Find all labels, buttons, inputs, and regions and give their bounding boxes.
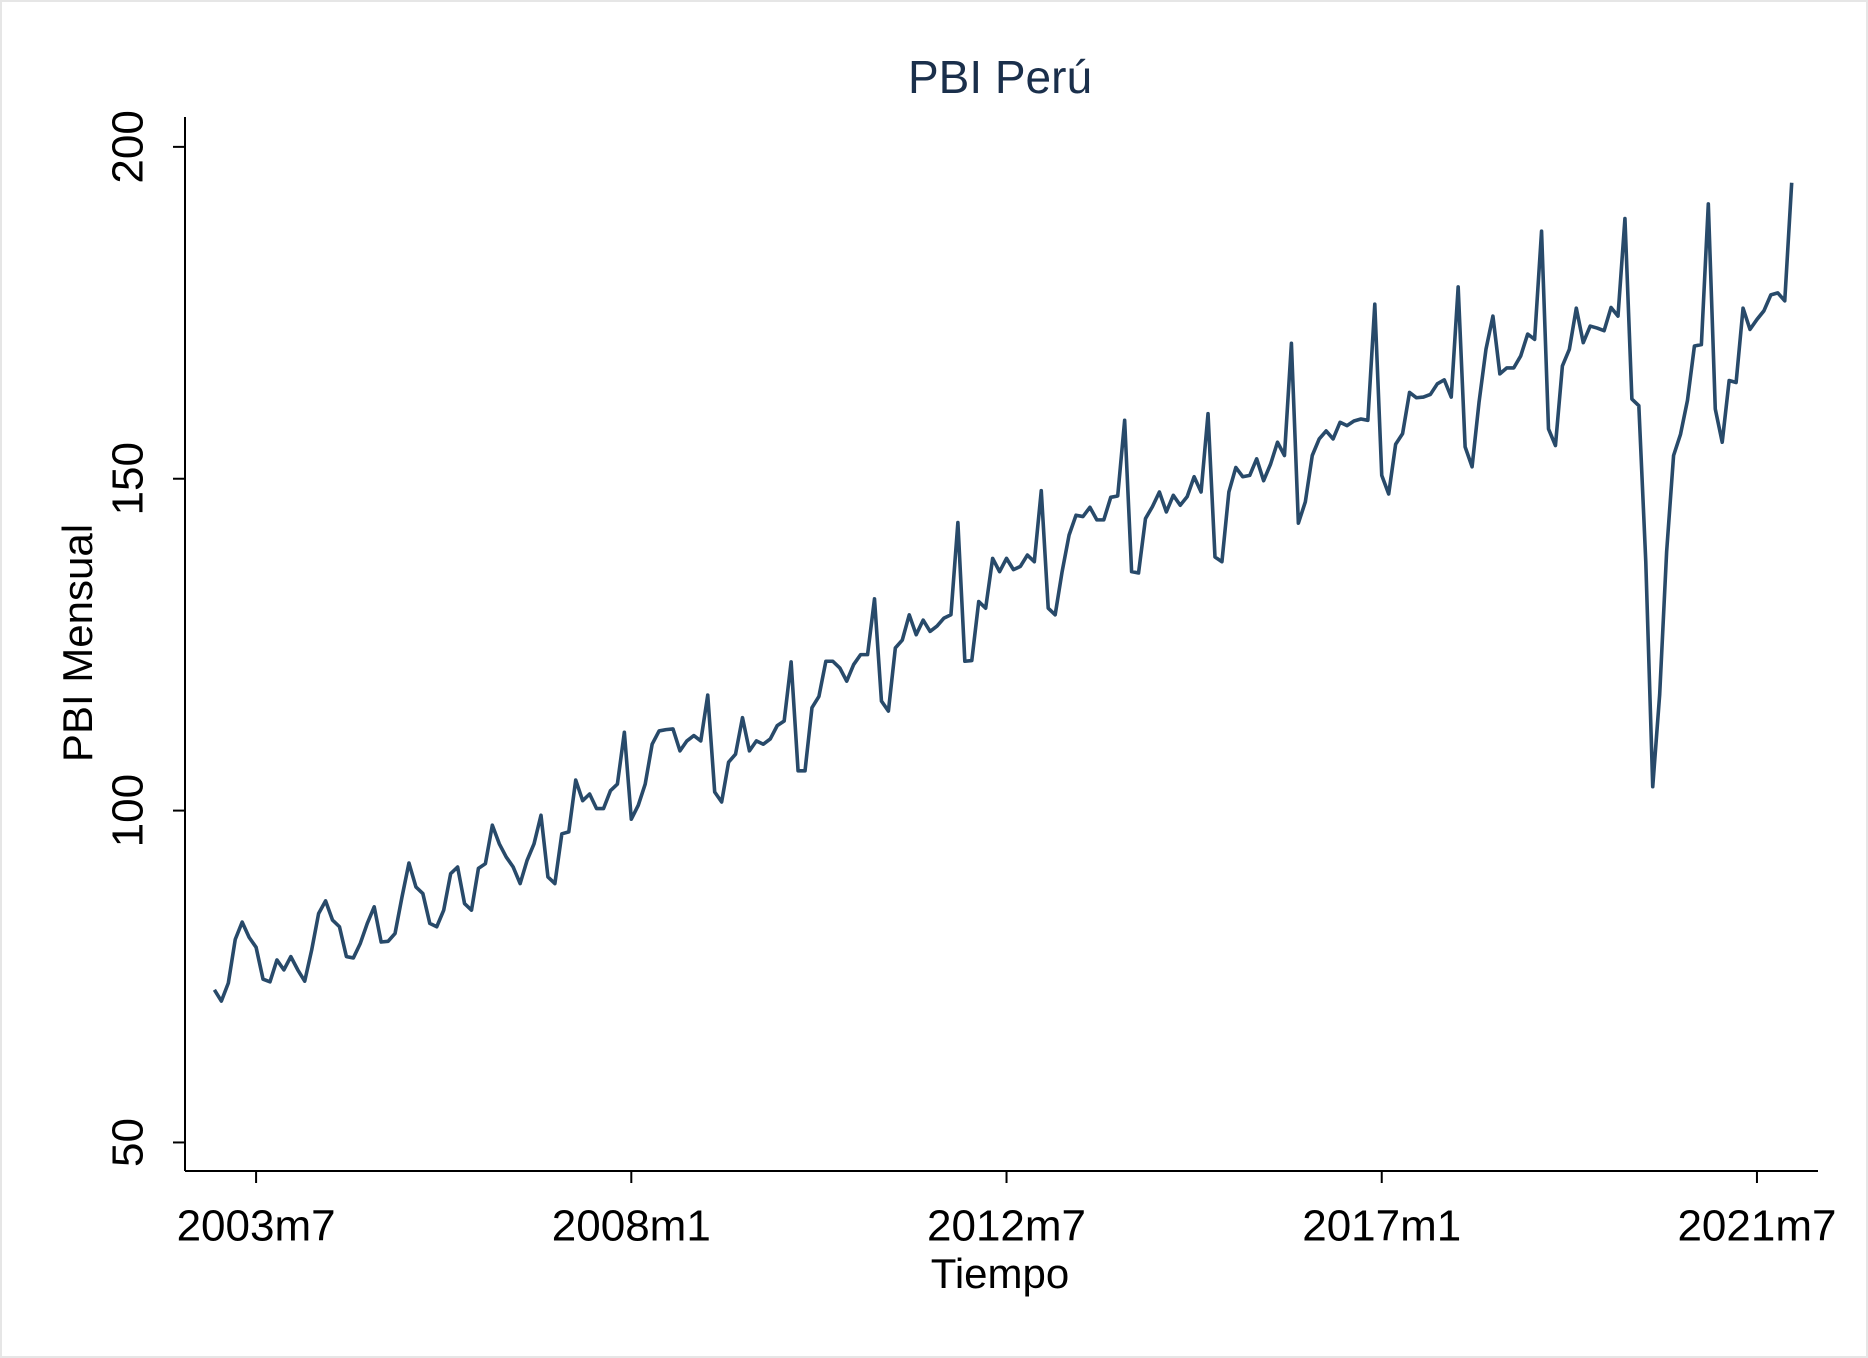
y-axis-label: PBI Mensual	[54, 524, 101, 762]
y-tick-label: 150	[104, 442, 153, 515]
y-tick-label: 200	[104, 110, 153, 183]
x-tick-label: 2003m7	[177, 1202, 336, 1251]
x-tick-label: 2021m7	[1677, 1202, 1836, 1251]
x-tick-label: 2017m1	[1302, 1202, 1461, 1251]
x-tick-label: 2012m7	[927, 1202, 1086, 1251]
y-tick-label: 50	[104, 1118, 153, 1167]
x-tick-label: 2008m1	[552, 1202, 711, 1251]
x-axis-label: Tiempo	[931, 1250, 1070, 1297]
series-line	[212, 182, 1794, 1003]
chart-title: PBI Perú	[908, 51, 1092, 103]
y-tick-label: 100	[104, 774, 153, 847]
